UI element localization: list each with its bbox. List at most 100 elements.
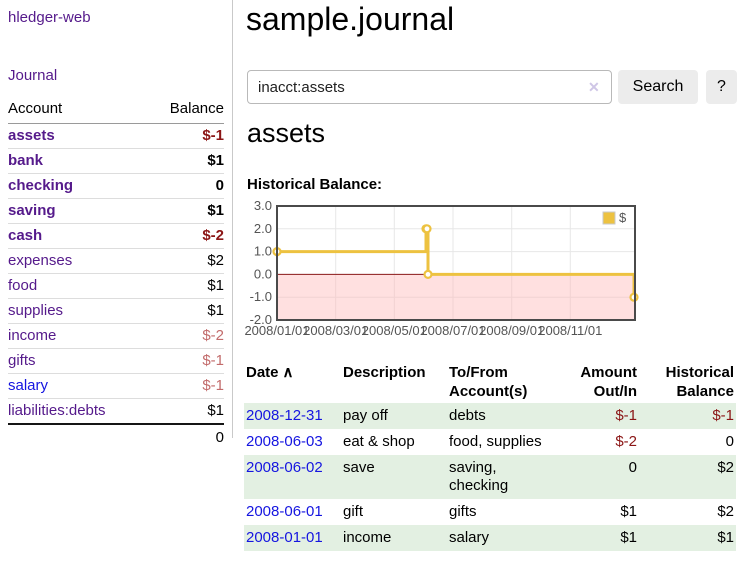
table-row: supplies $1 [8,298,224,324]
svg-text:2008/03/01: 2008/03/01 [303,323,368,338]
search-button[interactable]: Search [618,70,698,104]
transaction-accounts: gifts [449,503,477,520]
transaction-accounts: salary [449,529,490,546]
account-heading: assets [247,118,326,148]
account-balance: $1 [146,398,224,425]
transaction-description: save [343,459,375,476]
plot-area [277,206,635,320]
plot-border [276,205,636,321]
transaction-balance: $2 [717,503,734,520]
table-row: expenses $2 [8,248,224,274]
account-link-income[interactable]: income [8,327,57,344]
table-row: gifts $-1 [8,348,224,374]
transaction-description: pay off [343,407,388,424]
table-row: food $1 [8,273,224,299]
accounts-table: Account Balance assets $-1 bank $1 check… [8,97,224,451]
chart-title: Historical Balance: [247,176,383,193]
transaction-description: income [343,529,392,546]
account-link-assets[interactable]: assets [8,127,55,144]
account-balance: $-1 [146,123,224,149]
transaction-amount: $-1 [615,407,637,424]
table-row: 2008-12-31 pay off debts $-1 $-1 [244,403,736,429]
table-row: salary $-1 [8,373,224,399]
transaction-amount: $1 [620,529,637,546]
transaction-date-link[interactable]: 2008-06-01 [246,503,323,520]
sidebar-item-journal[interactable]: Journal [8,67,58,84]
y-axis-ticks: 3.0 2.0 1.0 0.0 -1.0 -2.0 [250,198,272,327]
account-link-liabilities-debts[interactable]: liabilities:debts [8,402,106,419]
column-header-date[interactable]: Date ∧ [246,364,294,381]
transaction-accounts: food, supplies [449,433,542,450]
column-header-accounts: To/From Account(s) [449,364,528,400]
transaction-date-link[interactable]: 2008-06-02 [246,459,323,476]
search-input[interactable] [247,70,612,104]
svg-text:-2.0: -2.0 [250,312,272,327]
transaction-description: eat & shop [343,433,415,450]
clear-search-icon[interactable]: ✕ [588,79,600,95]
transaction-date-link[interactable]: 2008-12-31 [246,407,323,424]
sort-ascending-icon: ∧ [282,364,294,381]
transactions-header-row: Date ∧ Description To/From Account(s) Amo… [244,361,736,403]
account-balance: $-1 [146,348,224,374]
svg-text:-1.0: -1.0 [250,289,272,304]
account-link-bank[interactable]: bank [8,152,44,169]
transaction-amount: $1 [620,503,637,520]
column-header-amount: Amount Out/In [580,364,637,400]
chart-svg: $ 3.0 2.0 1.0 0.0 -1.0 -2.0 2008/01/01 2… [244,198,639,338]
account-balance: $2 [146,248,224,274]
transactions-table: Date ∧ Description To/From Account(s) Amo… [244,361,736,551]
account-link-gifts[interactable]: gifts [8,352,36,369]
transaction-amount: $-2 [615,433,637,450]
page-title: sample.journal [246,1,455,37]
account-balance: $1 [146,198,224,224]
transaction-date-link[interactable]: 2008-01-01 [246,529,323,546]
legend-color-swatch [602,211,616,225]
table-row: cash $-2 [8,223,224,249]
x-axis-ticks: 2008/01/01 2008/03/01 2008/05/01 2008/07… [244,323,602,338]
transaction-date-link[interactable]: 2008-06-03 [246,433,323,450]
account-balance: $-2 [146,323,224,349]
account-link-expenses[interactable]: expenses [8,252,73,269]
historical-balance-chart: $ 3.0 2.0 1.0 0.0 -1.0 -2.0 2008/01/01 2… [240,198,642,340]
table-row: 2008-06-01 gift gifts $1 $2 [244,499,736,525]
svg-text:3.0: 3.0 [254,200,272,213]
svg-text:2008/01/01: 2008/01/01 [244,323,309,338]
transaction-description: gift [343,503,364,520]
transaction-accounts: saving, checking [449,459,509,494]
svg-text:2008/05/01: 2008/05/01 [362,323,427,338]
sidebar: hledger-web Journal Account Balance asse… [0,0,233,451]
account-link-cash[interactable]: cash [8,227,43,244]
account-balance: $-2 [146,223,224,249]
svg-text:1.0: 1.0 [254,244,272,259]
table-row: saving $1 [8,198,224,224]
transaction-balance: 0 [725,433,734,450]
account-link-food[interactable]: food [8,277,38,294]
table-row: checking 0 [8,173,224,199]
help-button[interactable]: ? [706,70,737,104]
column-header-description: Description [343,364,426,381]
svg-text:2008/09/01: 2008/09/01 [479,323,544,338]
account-link-supplies[interactable]: supplies [8,302,64,319]
svg-text:2.0: 2.0 [254,221,272,236]
transaction-balance: $1 [717,529,734,546]
account-link-saving[interactable]: saving [8,202,56,219]
app-title-link[interactable]: hledger-web [8,9,91,26]
column-header-balance: Historical Balance [665,364,734,400]
svg-text:2008/07/01: 2008/07/01 [420,323,485,338]
account-link-checking[interactable]: checking [8,177,74,194]
transaction-accounts: debts [449,407,486,424]
account-balance: $1 [146,148,224,174]
account-link-salary[interactable]: salary [8,377,49,394]
accounts-total: 0 [146,423,224,451]
table-row: 2008-01-01 income salary $1 $1 [244,525,736,551]
accounts-header-balance: Balance [146,97,224,124]
account-balance: $1 [146,273,224,299]
table-row: bank $1 [8,148,224,174]
transaction-balance: $-1 [712,407,734,424]
search-bar: ✕ Search ? [247,70,738,104]
svg-text:0.0: 0.0 [254,266,272,281]
table-row: 2008-06-03 eat & shop food, supplies $-2… [244,429,736,455]
table-row: assets $-1 [8,123,224,149]
account-balance: 0 [146,173,224,199]
svg-text:2008/11/01: 2008/11/01 [538,323,602,338]
